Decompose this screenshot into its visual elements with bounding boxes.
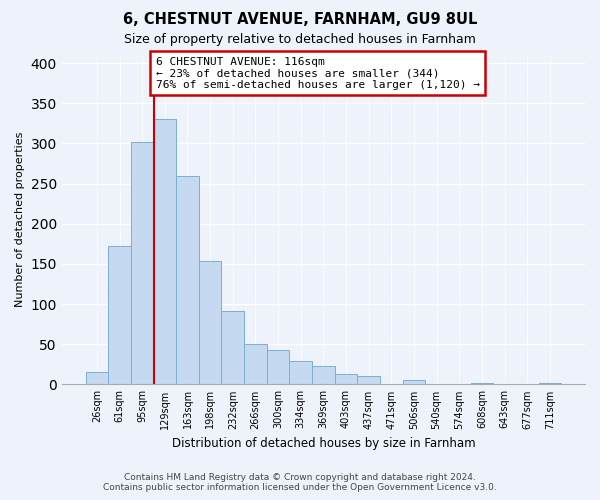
Bar: [154, 120, 176, 384]
Text: 6 CHESTNUT AVENUE: 116sqm
← 23% of detached houses are smaller (344)
76% of semi: 6 CHESTNUT AVENUE: 116sqm ← 23% of detac…: [156, 56, 480, 90]
Bar: [289, 361, 312, 384]
Bar: [267, 350, 289, 384]
Bar: [244, 344, 267, 385]
Text: Contains HM Land Registry data © Crown copyright and database right 2024.
Contai: Contains HM Land Registry data © Crown c…: [103, 473, 497, 492]
Bar: [358, 376, 380, 384]
Bar: [335, 374, 358, 384]
Text: Size of property relative to detached houses in Farnham: Size of property relative to detached ho…: [124, 32, 476, 46]
Text: 6, CHESTNUT AVENUE, FARNHAM, GU9 8UL: 6, CHESTNUT AVENUE, FARNHAM, GU9 8UL: [123, 12, 477, 28]
Bar: [470, 383, 493, 384]
Bar: [131, 142, 154, 384]
Bar: [539, 383, 561, 384]
Bar: [108, 246, 131, 384]
Y-axis label: Number of detached properties: Number of detached properties: [15, 132, 25, 308]
Bar: [221, 310, 244, 384]
Bar: [176, 176, 199, 384]
Bar: [312, 366, 335, 384]
X-axis label: Distribution of detached houses by size in Farnham: Distribution of detached houses by size …: [172, 437, 475, 450]
Bar: [199, 262, 221, 384]
Bar: [86, 372, 108, 384]
Bar: [403, 380, 425, 384]
